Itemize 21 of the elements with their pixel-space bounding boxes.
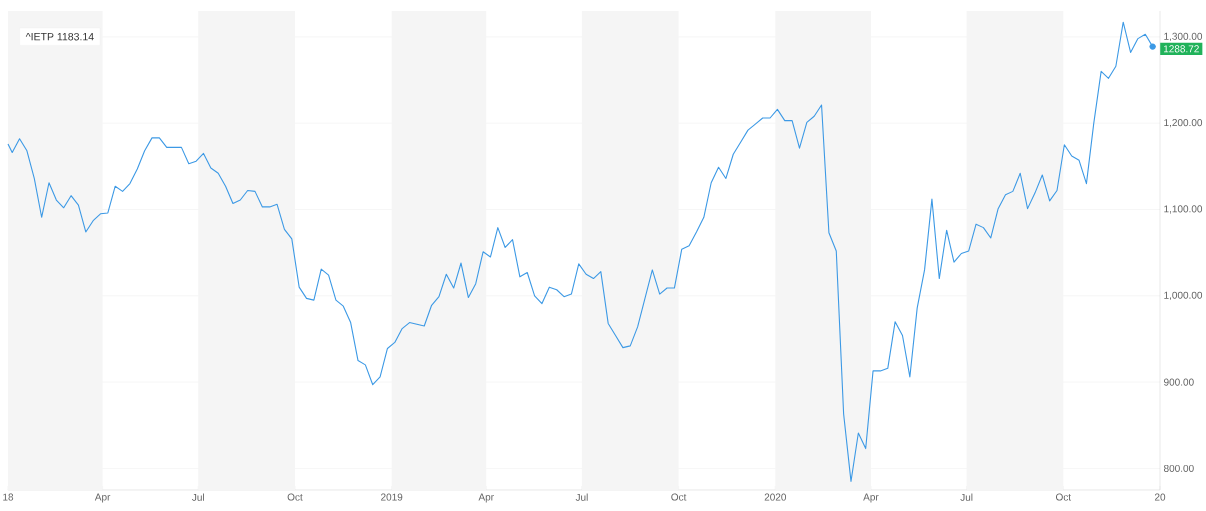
x-tick-label: Apr bbox=[94, 493, 111, 503]
y-tick-label: 800.00 bbox=[1163, 464, 1194, 472]
x-tick-label: Jul bbox=[960, 493, 973, 501]
x-tick-label: 20 bbox=[1154, 493, 1166, 501]
x-tick-label: 2020 bbox=[764, 493, 787, 501]
y-tick-label: 1,200.00 bbox=[1164, 119, 1203, 128]
y-tick-label: 1,000.00 bbox=[1164, 291, 1203, 300]
x-tick-label: Oct bbox=[671, 493, 687, 501]
x-tick-label: Jul bbox=[575, 493, 588, 501]
x-tick-label: Oct bbox=[1056, 493, 1072, 501]
x-tick-label: Apr bbox=[478, 493, 494, 503]
x-tick-label: 18 bbox=[3, 493, 14, 501]
y-tick-label: 1,100.00 bbox=[1164, 205, 1203, 214]
x-tick-label: Oct bbox=[287, 493, 303, 501]
y-tick-label: 900.00 bbox=[1164, 378, 1194, 386]
x-tick-label: 2019 bbox=[381, 493, 403, 501]
x-tick-label: Apr bbox=[863, 493, 879, 503]
x-tick-label: Jul bbox=[192, 493, 204, 501]
annotation: 1288.72 bbox=[1163, 45, 1199, 53]
annotation: ^IETP 1183.14 bbox=[25, 32, 94, 41]
y-tick-label: 1,300.00 bbox=[1164, 32, 1203, 42]
